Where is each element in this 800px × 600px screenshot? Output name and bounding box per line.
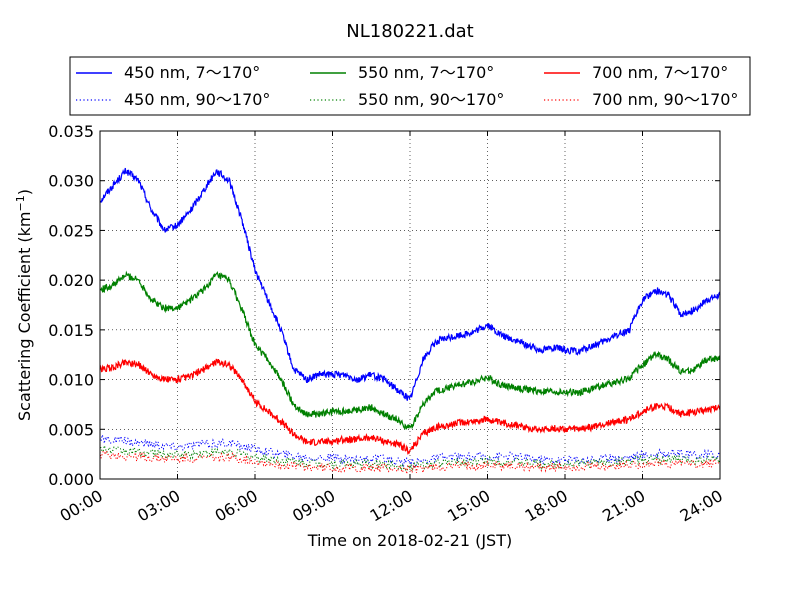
- legend-box: [69, 56, 751, 116]
- y-axis-label-superscript: −1: [14, 195, 27, 211]
- x-axis-label: Time on 2018-02-21 (JST): [307, 531, 512, 550]
- series-line-0: [99, 167, 721, 401]
- series-line-2: [99, 358, 721, 456]
- y-tick-label: 0.010: [48, 371, 94, 390]
- y-axis-label-main: Scattering Coefficient (km: [15, 211, 34, 421]
- x-tick-label: 18:00: [522, 486, 571, 526]
- x-tick-label: 09:00: [289, 486, 338, 526]
- chart-title: NL180221.dat: [346, 21, 473, 42]
- series-group: [99, 167, 721, 475]
- y-tick-label: 0.005: [48, 420, 94, 439]
- x-tick-label: 03:00: [134, 486, 183, 526]
- y-tick-label: 0.035: [48, 122, 94, 141]
- series-line-1: [99, 270, 721, 430]
- x-tick-label: 24:00: [677, 486, 726, 526]
- y-tick-label: 0.030: [48, 172, 94, 191]
- legend-label-5: 700 nm, 90～170°: [592, 90, 738, 109]
- x-tick-label: 15:00: [444, 486, 493, 526]
- y-tick-label: 0.020: [48, 271, 94, 290]
- x-tick-label: 06:00: [212, 486, 261, 526]
- y-axis-label-close: ): [15, 189, 34, 195]
- x-tick-label: 00:00: [57, 486, 106, 526]
- series-line-3: [99, 433, 721, 469]
- y-tick-label: 0.000: [48, 470, 94, 489]
- y-tick-label: 0.025: [48, 221, 94, 240]
- y-tick-label: 0.015: [48, 321, 94, 340]
- legend-label-2: 700 nm, 7～170°: [592, 63, 728, 82]
- series-line-4: [99, 443, 721, 473]
- legend: 450 nm, 7～170° 550 nm, 7～170° 700 nm, 7～17…: [69, 56, 751, 116]
- y-axis-label: Scattering Coefficient (km−1): [14, 189, 34, 421]
- legend-label-3: 450 nm, 90～170°: [124, 90, 270, 109]
- legend-label-0: 450 nm, 7～170°: [124, 63, 260, 82]
- legend-label-4: 550 nm, 90～170°: [358, 90, 504, 109]
- x-tick-label: 21:00: [599, 486, 648, 526]
- x-tick-label: 12:00: [367, 486, 416, 526]
- legend-label-1: 550 nm, 7～170°: [358, 63, 494, 82]
